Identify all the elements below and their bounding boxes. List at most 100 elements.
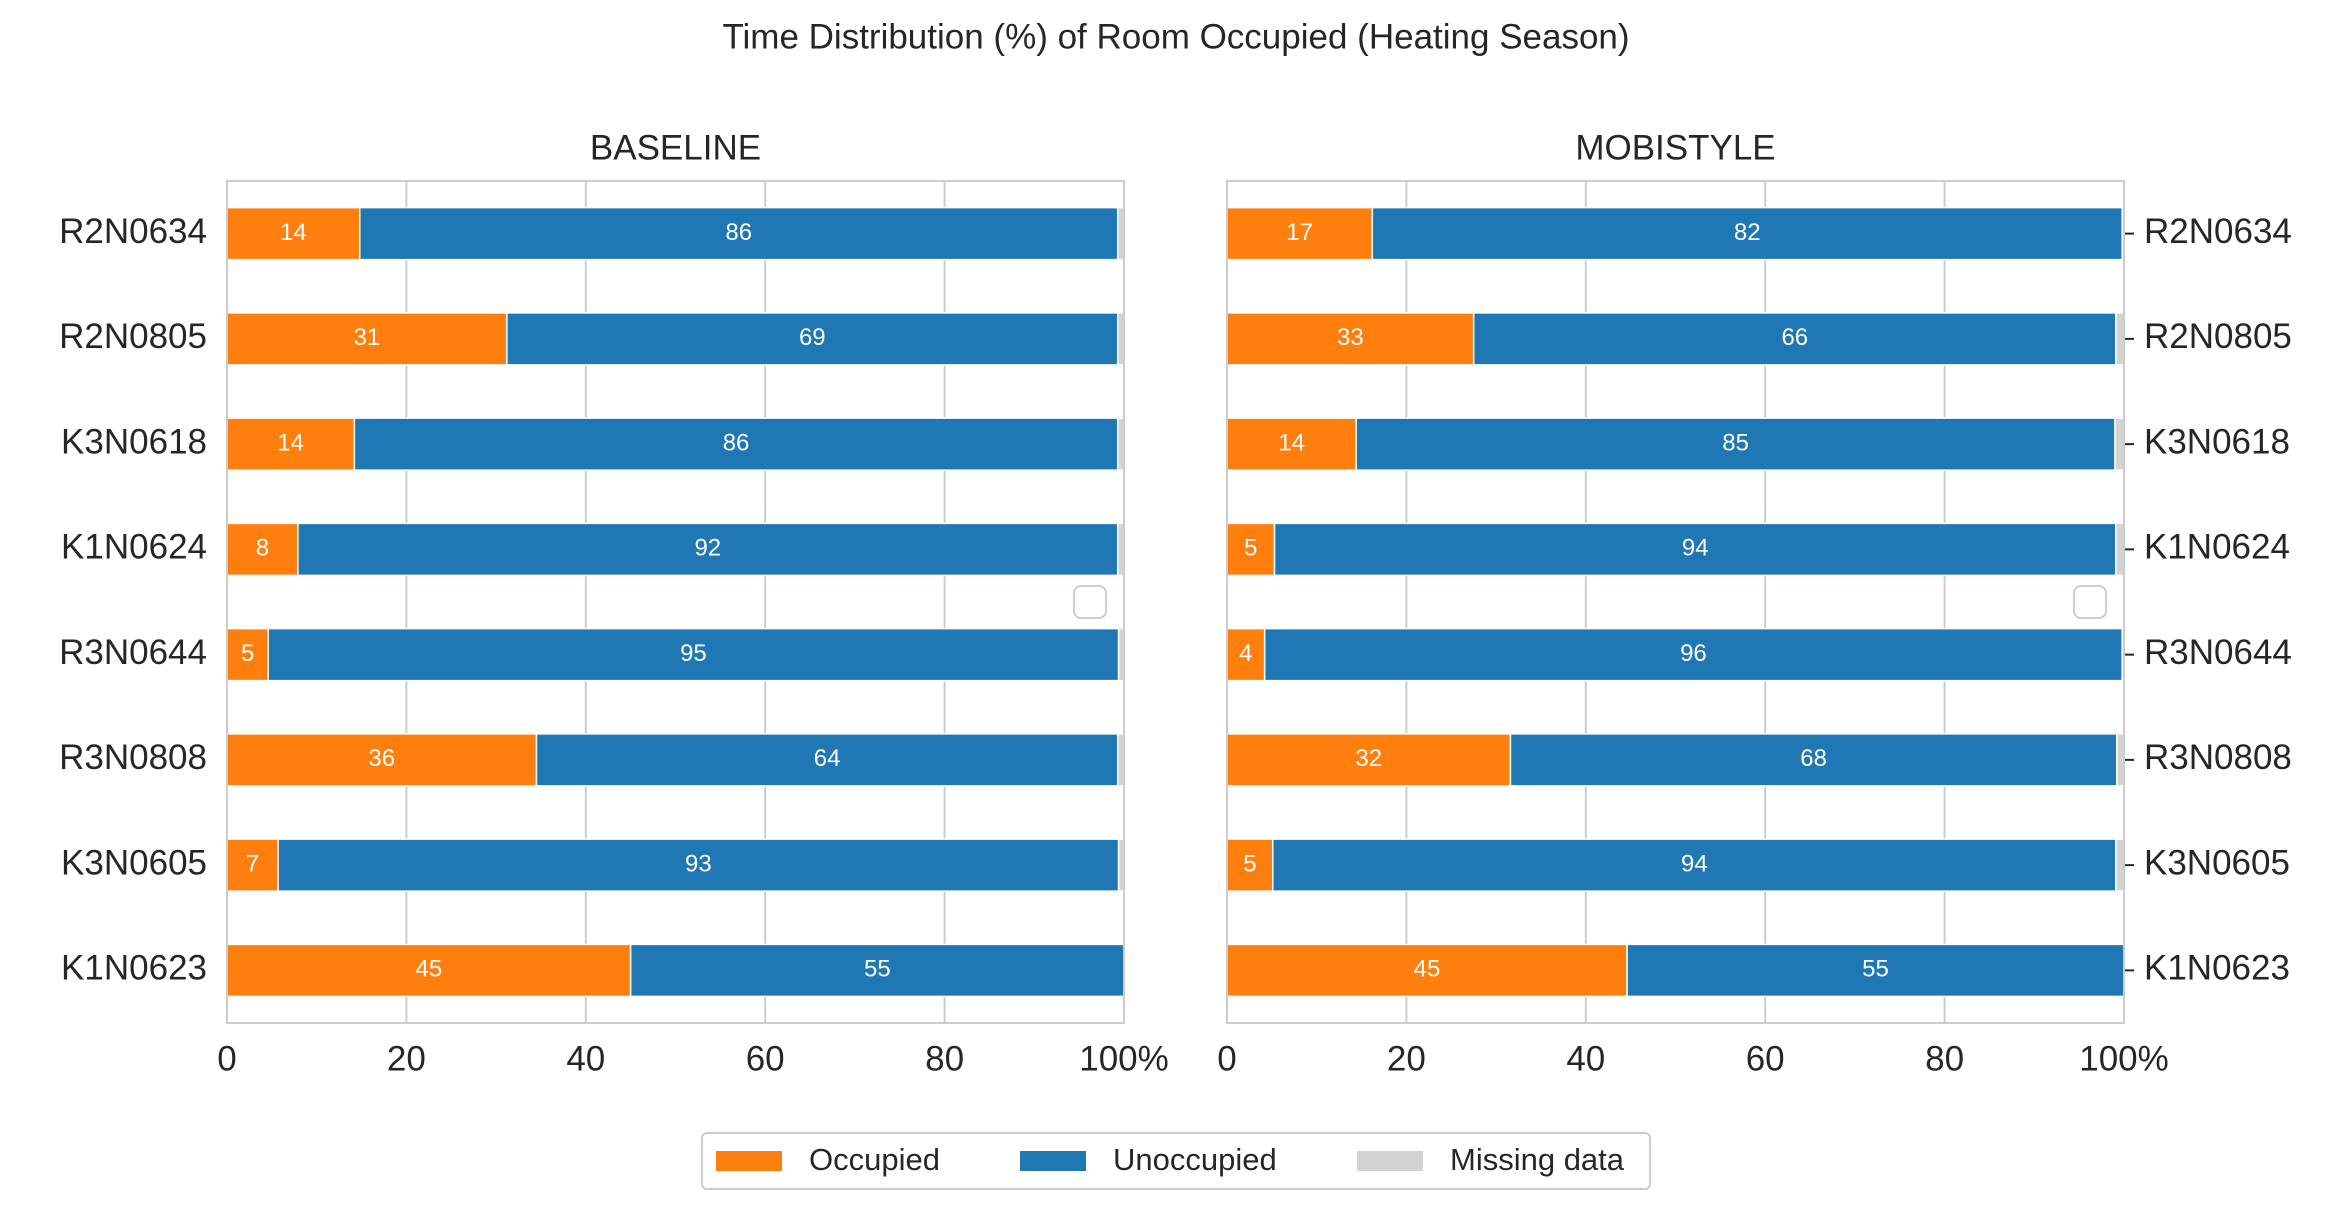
mobistyle-bar-missing-data — [2115, 838, 2125, 892]
baseline-x-tick-label: 40 — [566, 1039, 605, 1078]
baseline-data-label: 14 — [280, 219, 307, 246]
mobistyle-data-label: 68 — [1800, 745, 1827, 772]
mobistyle-x-tick-label: 0 — [1217, 1039, 1236, 1078]
mobistyle-data-label: 14 — [1278, 429, 1305, 456]
baseline-data-label: 55 — [864, 956, 891, 983]
baseline-axes-frame — [226, 180, 1125, 1024]
baseline-x-tick-label: 60 — [746, 1039, 785, 1078]
baseline-empty-legend-box — [1073, 585, 1107, 619]
baseline-category-label: R2N0634 — [59, 212, 207, 251]
baseline-category-label: R2N0805 — [59, 317, 207, 356]
baseline-category-label: K3N0618 — [61, 422, 207, 461]
baseline-category-label: K3N0605 — [61, 843, 207, 882]
mobistyle-category-label: K1N0623 — [2144, 949, 2290, 988]
mobistyle-bar-missing-data — [2115, 312, 2125, 366]
baseline-bar-unoccupied — [629, 943, 1125, 998]
mobistyle-category-label: K1N0624 — [2144, 528, 2290, 567]
baseline-x-tick-label: 0 — [217, 1039, 236, 1078]
baseline-data-label: 7 — [246, 850, 259, 877]
legend-swatch-missing-data — [1357, 1151, 1423, 1171]
baseline-data-label: 69 — [799, 324, 826, 351]
baseline-bar-unoccupied — [267, 627, 1120, 682]
mobistyle-category-label: K3N0605 — [2144, 843, 2290, 882]
baseline-bar-occupied — [226, 733, 538, 787]
mobistyle-data-label: 17 — [1286, 219, 1313, 246]
mobistyle-x-tick-label: 60 — [1746, 1039, 1785, 1078]
mobistyle-data-label: 94 — [1681, 850, 1708, 877]
mobistyle-data-label: 4 — [1239, 640, 1252, 667]
mobistyle-data-label: 96 — [1680, 640, 1707, 667]
baseline-category-label: R3N0644 — [59, 633, 207, 672]
legend-label-missing-data: Missing data — [1450, 1142, 1625, 1177]
baseline-data-label: 14 — [277, 429, 304, 456]
mobistyle-data-label: 55 — [1862, 956, 1889, 983]
baseline-bar-occupied — [226, 943, 632, 998]
mobistyle-bar-unoccupied — [1263, 627, 2123, 682]
baseline-bar-occupied — [226, 206, 361, 261]
mobistyle-x-tick-label: 20 — [1387, 1039, 1426, 1078]
mobistyle-data-label: 32 — [1355, 745, 1382, 772]
baseline-bar-occupied — [226, 522, 299, 577]
mobistyle-bar-unoccupied — [1472, 312, 2117, 366]
mobistyle-data-label: 82 — [1734, 219, 1761, 246]
mobistyle-category-label: R2N0805 — [2144, 317, 2292, 356]
mobistyle-bar-unoccupied — [1509, 733, 2118, 787]
baseline-data-label: 8 — [256, 535, 269, 562]
chart-title: Time Distribution (%) of Room Occupied (… — [722, 17, 1629, 56]
mobistyle-bar-unoccupied — [1371, 206, 2123, 261]
mobistyle-category-label: R3N0808 — [2144, 738, 2292, 777]
mobistyle-data-label: 66 — [1781, 324, 1808, 351]
mobistyle-bar-occupied — [1226, 417, 1357, 471]
mobistyle-bar-missing-data — [2114, 417, 2125, 471]
mobistyle-bar-missing-data — [2115, 522, 2125, 577]
baseline-data-label: 93 — [685, 850, 712, 877]
baseline-data-label: 64 — [814, 745, 841, 772]
baseline-bar-unoccupied — [506, 312, 1119, 366]
mobistyle-data-label: 5 — [1244, 535, 1257, 562]
mobistyle-x-tick-label: 100% — [2079, 1039, 2169, 1078]
mobistyle-bar-missing-data — [2116, 733, 2125, 787]
mobistyle-data-label: 85 — [1722, 429, 1749, 456]
legend-label-occupied: Occupied — [809, 1142, 940, 1177]
mobistyle-bar-occupied — [1226, 312, 1475, 366]
mobistyle-bar-occupied — [1226, 206, 1374, 261]
baseline-x-tick-label: 20 — [387, 1039, 426, 1078]
mobistyle-bar-occupied — [1226, 627, 1266, 682]
mobistyle-category-label: R2N0634 — [2144, 212, 2292, 251]
mobistyle-bar-unoccupied — [1626, 943, 2125, 998]
mobistyle-empty-legend-box — [2073, 585, 2107, 619]
mobistyle-data-label: 33 — [1337, 324, 1364, 351]
baseline-data-label: 5 — [241, 640, 254, 667]
mobistyle-data-label: 45 — [1414, 956, 1441, 983]
mobistyle-category-label: K3N0618 — [2144, 422, 2290, 461]
legend-swatch-unoccupied — [1020, 1151, 1086, 1171]
baseline-data-label: 31 — [354, 324, 381, 351]
baseline-data-label: 86 — [725, 219, 752, 246]
baseline-bar-unoccupied — [535, 733, 1119, 787]
mobistyle-bar-unoccupied — [1355, 417, 2116, 471]
legend-frame — [701, 1132, 1651, 1190]
baseline-data-label: 92 — [694, 535, 721, 562]
baseline-category-label: K1N0623 — [61, 949, 207, 988]
baseline-data-label: 95 — [680, 640, 707, 667]
mobistyle-data-label: 94 — [1682, 535, 1709, 562]
baseline-bar-unoccupied — [353, 417, 1119, 471]
baseline-bar-occupied — [226, 312, 508, 366]
mobistyle-x-tick-label: 40 — [1566, 1039, 1605, 1078]
mobistyle-axes-frame — [1226, 180, 2125, 1024]
legend-swatch-occupied — [716, 1151, 782, 1171]
mobistyle-bar-occupied — [1226, 943, 1628, 998]
baseline-category-label: K1N0624 — [61, 528, 207, 567]
mobistyle-category-label: R3N0644 — [2144, 633, 2292, 672]
baseline-data-label: 45 — [415, 956, 442, 983]
baseline-bar-unoccupied — [277, 838, 1120, 892]
mobistyle-data-label: 5 — [1243, 850, 1256, 877]
mobistyle-bar-unoccupied — [1271, 838, 2117, 892]
baseline-x-tick-label: 80 — [925, 1039, 964, 1078]
mobistyle-x-tick-label: 80 — [1925, 1039, 1964, 1078]
baseline-x-tick-label: 100% — [1079, 1039, 1169, 1078]
baseline-data-label: 86 — [723, 429, 750, 456]
legend-label-unoccupied: Unoccupied — [1113, 1142, 1277, 1177]
